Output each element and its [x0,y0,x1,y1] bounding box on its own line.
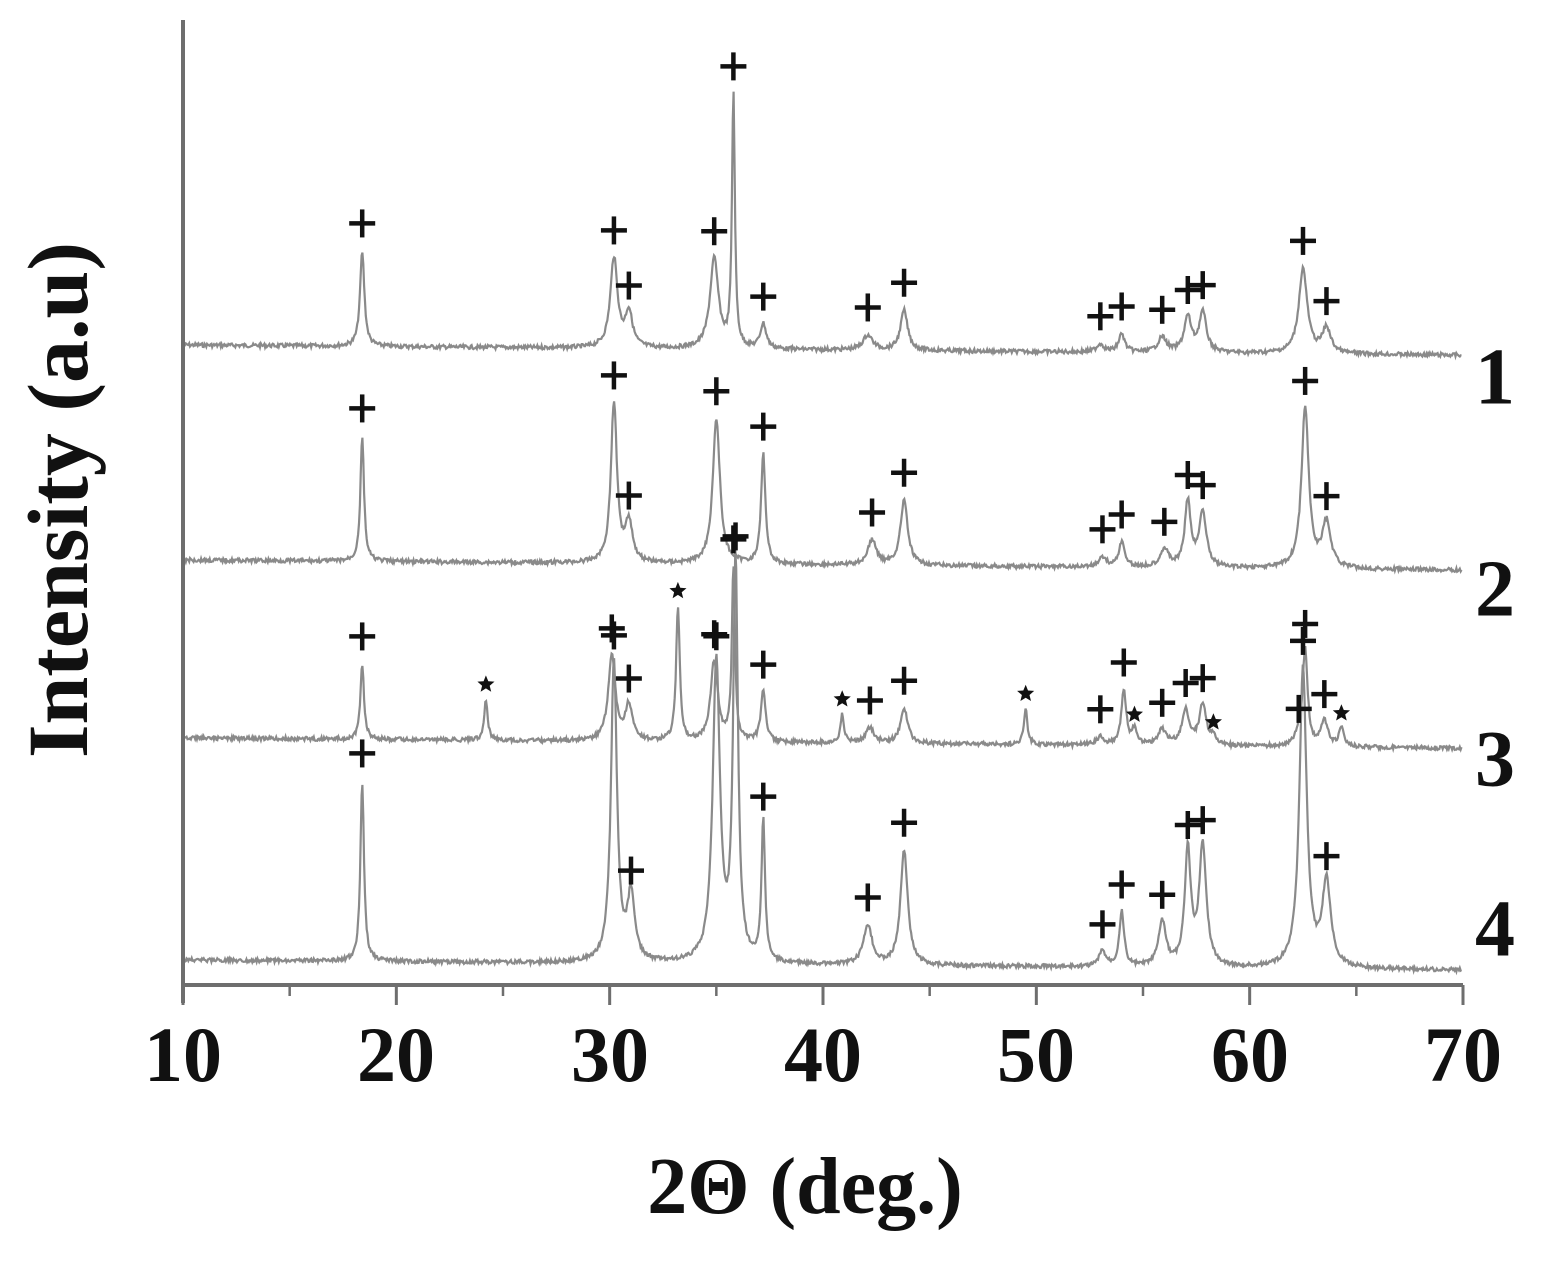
plus-marker-icon [615,271,642,300]
plus-marker-icon [600,361,627,390]
plus-marker-icon [1149,880,1176,909]
plus-marker-icon [1189,664,1216,693]
plus-marker-icon [1189,806,1216,835]
xrd-trace-1 [183,91,1462,361]
plus-marker-icon [856,686,883,715]
plus-marker-icon [600,216,627,245]
plus-marker-icon [854,883,881,912]
x-tick-label-10: 10 [144,1011,222,1098]
x-tick-label-50: 50 [997,1011,1075,1098]
x-axis-label: 2Θ (deg.) [647,1143,963,1231]
plus-marker-icon [750,782,777,811]
star-marker-icon [1332,704,1350,721]
plus-marker-icon [854,293,881,322]
plus-marker-icon [859,498,886,527]
trace-label-2: 2 [1475,545,1515,634]
xrd-trace-2 [183,401,1463,575]
plus-marker-icon [1110,648,1137,677]
plus-marker-icon [720,52,747,81]
star-marker-icon [477,675,495,692]
plus-marker-icon [1290,626,1316,655]
plus-marker-icon [722,522,749,551]
plus-marker-icon [891,268,918,297]
plus-marker-icon [349,739,376,768]
trace-label-4: 4 [1475,885,1515,974]
star-marker-icon [669,581,687,599]
plus-marker-icon [1313,842,1340,871]
y-axis-label: Intensity (a.u) [10,241,106,759]
axes-group [181,20,1465,1005]
xrd-trace-3 [183,566,1463,754]
star-marker-icon [1125,705,1143,722]
x-tick-label-60: 60 [1211,1011,1289,1098]
plus-marker-icon [1149,295,1176,324]
star-marker-icon [1017,684,1035,701]
xrd-trace-4 [183,549,1463,976]
plus-marker-icon [701,217,728,246]
plus-marker-icon [891,458,918,487]
plus-marker-icon [1174,811,1201,840]
plus-marker-icon [600,621,627,650]
plus-marker-icon [750,282,777,311]
plus-marker-icon [1087,695,1114,724]
plus-marker-icon [1285,694,1312,723]
x-tick-label-70: 70 [1424,1011,1502,1098]
plus-marker-icon [618,856,644,885]
plus-marker-icon [349,622,376,651]
plus-marker-icon [349,394,376,423]
plus-marker-icon [615,664,642,693]
plus-marker-icon [1108,870,1135,899]
plus-marker-icon [1087,302,1114,331]
plus-marker-icon [750,412,777,441]
plus-marker-icon [1151,507,1178,536]
trace-label-3: 3 [1475,715,1515,804]
plus-marker-icon [1189,471,1216,500]
plus-marker-icon [891,808,918,837]
plus-marker-icon [1172,668,1199,697]
plus-marker-icon [1311,680,1338,709]
star-marker-icon [1204,713,1222,730]
x-tick-label-30: 30 [571,1011,649,1098]
plus-marker-icon [1313,482,1340,511]
plus-marker-icon [891,666,918,695]
plus-marker-icon [750,650,777,679]
plus-marker-icon [1108,500,1135,529]
traces-group [183,91,1463,976]
plus-marker-icon [1290,226,1316,255]
peak-markers-group [349,52,1350,939]
plus-marker-icon [1292,366,1319,395]
star-marker-icon [833,690,851,707]
plus-marker-icon [703,377,730,406]
plus-marker-icon [1149,688,1176,717]
plus-marker-icon [1189,271,1216,300]
plus-marker-icon [1313,287,1340,316]
x-tick-label-20: 20 [357,1011,435,1098]
plus-marker-icon [703,622,730,651]
plus-marker-icon [1089,515,1116,544]
plus-marker-icon [615,481,642,510]
plus-marker-icon [349,209,376,238]
plus-marker-icon [1174,276,1201,305]
plus-marker-icon [1174,461,1201,490]
plus-marker-icon [1108,292,1135,321]
x-tick-label-40: 40 [784,1011,862,1098]
trace-label-1: 1 [1475,333,1515,422]
plus-marker-icon [1089,910,1116,939]
